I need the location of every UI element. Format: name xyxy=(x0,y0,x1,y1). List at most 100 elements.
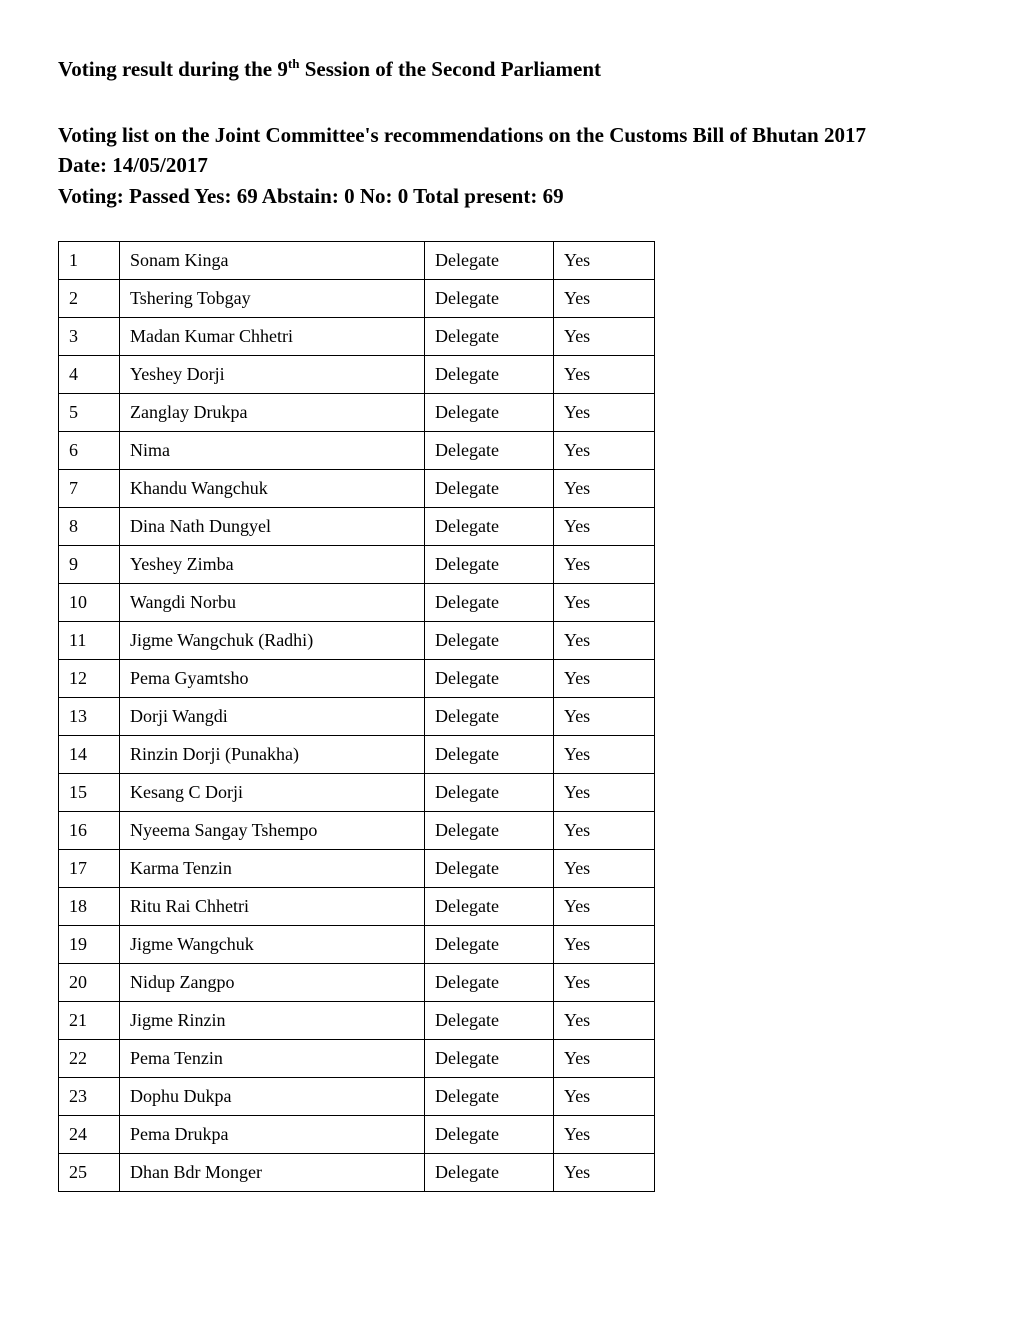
row-number: 14 xyxy=(59,736,120,774)
row-role: Delegate xyxy=(425,1002,554,1040)
row-number: 10 xyxy=(59,584,120,622)
row-vote: Yes xyxy=(554,280,655,318)
row-number: 24 xyxy=(59,1116,120,1154)
title-pre: Voting result during the 9 xyxy=(58,57,288,81)
row-role: Delegate xyxy=(425,1154,554,1192)
row-role: Delegate xyxy=(425,242,554,280)
row-role: Delegate xyxy=(425,774,554,812)
table-row: 25Dhan Bdr MongerDelegateYes xyxy=(59,1154,655,1192)
table-row: 7Khandu WangchukDelegateYes xyxy=(59,470,655,508)
row-number: 18 xyxy=(59,888,120,926)
table-row: 21Jigme RinzinDelegateYes xyxy=(59,1002,655,1040)
row-vote: Yes xyxy=(554,850,655,888)
row-name: Nima xyxy=(120,432,425,470)
table-row: 17Karma TenzinDelegateYes xyxy=(59,850,655,888)
row-role: Delegate xyxy=(425,394,554,432)
row-number: 25 xyxy=(59,1154,120,1192)
row-name: Jigme Rinzin xyxy=(120,1002,425,1040)
row-vote: Yes xyxy=(554,432,655,470)
subheader-line-1: Voting list on the Joint Committee's rec… xyxy=(58,120,962,150)
table-row: 24Pema DrukpaDelegateYes xyxy=(59,1116,655,1154)
row-name: Sonam Kinga xyxy=(120,242,425,280)
title-sup: th xyxy=(288,56,300,71)
row-name: Zanglay Drukpa xyxy=(120,394,425,432)
row-name: Dhan Bdr Monger xyxy=(120,1154,425,1192)
table-row: 16Nyeema Sangay TshempoDelegateYes xyxy=(59,812,655,850)
row-number: 22 xyxy=(59,1040,120,1078)
row-number: 19 xyxy=(59,926,120,964)
row-number: 17 xyxy=(59,850,120,888)
row-number: 9 xyxy=(59,546,120,584)
row-role: Delegate xyxy=(425,1116,554,1154)
row-name: Yeshey Dorji xyxy=(120,356,425,394)
table-row: 6NimaDelegateYes xyxy=(59,432,655,470)
row-vote: Yes xyxy=(554,1154,655,1192)
row-vote: Yes xyxy=(554,394,655,432)
row-vote: Yes xyxy=(554,508,655,546)
row-name: Tshering Tobgay xyxy=(120,280,425,318)
table-row: 12Pema GyamtshoDelegateYes xyxy=(59,660,655,698)
table-row: 23Dophu DukpaDelegateYes xyxy=(59,1078,655,1116)
row-vote: Yes xyxy=(554,584,655,622)
table-row: 13Dorji WangdiDelegateYes xyxy=(59,698,655,736)
row-role: Delegate xyxy=(425,356,554,394)
row-name: Nyeema Sangay Tshempo xyxy=(120,812,425,850)
table-row: 3Madan Kumar ChhetriDelegateYes xyxy=(59,318,655,356)
row-role: Delegate xyxy=(425,546,554,584)
row-vote: Yes xyxy=(554,546,655,584)
row-vote: Yes xyxy=(554,774,655,812)
table-row: 8Dina Nath DungyelDelegateYes xyxy=(59,508,655,546)
row-role: Delegate xyxy=(425,698,554,736)
row-vote: Yes xyxy=(554,356,655,394)
row-number: 15 xyxy=(59,774,120,812)
table-row: 14Rinzin Dorji (Punakha)DelegateYes xyxy=(59,736,655,774)
row-role: Delegate xyxy=(425,660,554,698)
row-vote: Yes xyxy=(554,1040,655,1078)
row-number: 4 xyxy=(59,356,120,394)
row-name: Kesang C Dorji xyxy=(120,774,425,812)
row-number: 8 xyxy=(59,508,120,546)
row-number: 12 xyxy=(59,660,120,698)
row-vote: Yes xyxy=(554,1116,655,1154)
row-role: Delegate xyxy=(425,736,554,774)
row-vote: Yes xyxy=(554,698,655,736)
row-number: 1 xyxy=(59,242,120,280)
row-vote: Yes xyxy=(554,964,655,1002)
table-row: 18Ritu Rai ChhetriDelegateYes xyxy=(59,888,655,926)
row-role: Delegate xyxy=(425,812,554,850)
row-number: 20 xyxy=(59,964,120,1002)
table-row: 9Yeshey ZimbaDelegateYes xyxy=(59,546,655,584)
table-row: 10Wangdi NorbuDelegateYes xyxy=(59,584,655,622)
row-role: Delegate xyxy=(425,1040,554,1078)
row-vote: Yes xyxy=(554,622,655,660)
sub-header: Voting list on the Joint Committee's rec… xyxy=(58,120,962,211)
table-row: 19Jigme WangchukDelegateYes xyxy=(59,926,655,964)
row-vote: Yes xyxy=(554,812,655,850)
subheader-line-3: Voting: Passed Yes: 69 Abstain: 0 No: 0 … xyxy=(58,181,962,211)
row-name: Rinzin Dorji (Punakha) xyxy=(120,736,425,774)
row-role: Delegate xyxy=(425,622,554,660)
row-number: 11 xyxy=(59,622,120,660)
row-role: Delegate xyxy=(425,280,554,318)
row-role: Delegate xyxy=(425,470,554,508)
table-row: 5Zanglay DrukpaDelegateYes xyxy=(59,394,655,432)
row-role: Delegate xyxy=(425,1078,554,1116)
row-name: Wangdi Norbu xyxy=(120,584,425,622)
row-name: Madan Kumar Chhetri xyxy=(120,318,425,356)
row-number: 21 xyxy=(59,1002,120,1040)
row-vote: Yes xyxy=(554,470,655,508)
row-number: 3 xyxy=(59,318,120,356)
row-vote: Yes xyxy=(554,926,655,964)
row-vote: Yes xyxy=(554,736,655,774)
row-vote: Yes xyxy=(554,660,655,698)
row-role: Delegate xyxy=(425,964,554,1002)
row-name: Ritu Rai Chhetri xyxy=(120,888,425,926)
row-name: Nidup Zangpo xyxy=(120,964,425,1002)
row-name: Pema Gyamtsho xyxy=(120,660,425,698)
page-title: Voting result during the 9th Session of … xyxy=(58,56,962,82)
row-name: Pema Tenzin xyxy=(120,1040,425,1078)
row-role: Delegate xyxy=(425,318,554,356)
row-vote: Yes xyxy=(554,318,655,356)
table-row: 20Nidup ZangpoDelegateYes xyxy=(59,964,655,1002)
row-number: 5 xyxy=(59,394,120,432)
